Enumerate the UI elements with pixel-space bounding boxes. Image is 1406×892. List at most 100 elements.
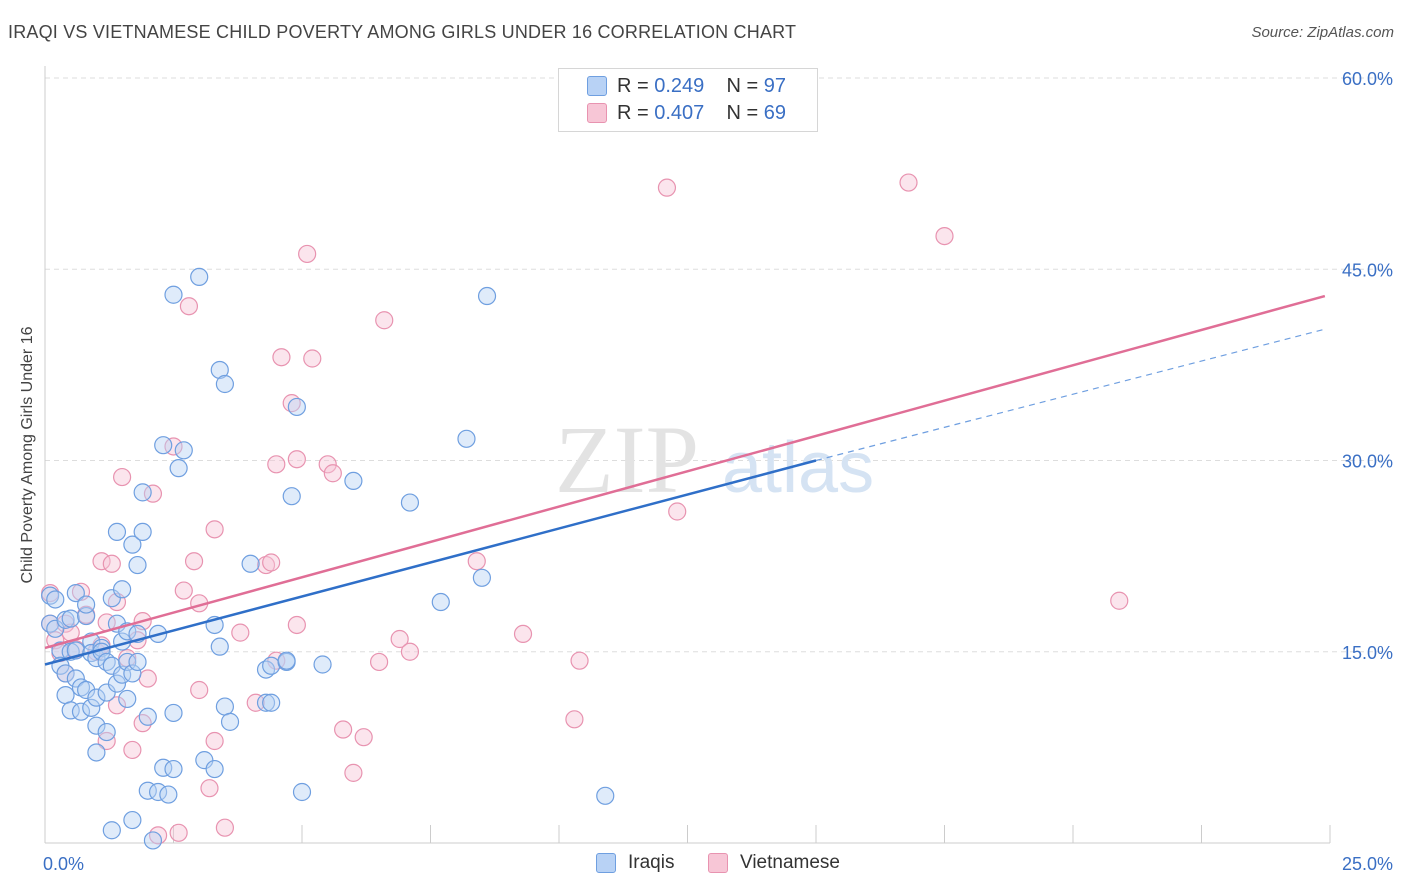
- iraqis-point: [87, 743, 106, 762]
- iraqis-point: [46, 590, 65, 609]
- iraqis-point: [102, 589, 121, 608]
- vietnamese-point: [184, 552, 204, 571]
- iraqis-point: [123, 535, 142, 554]
- vietnamese-point: [205, 731, 224, 751]
- vietnamese-point: [179, 297, 199, 316]
- iraqis-point: [169, 459, 188, 478]
- iraqis-point: [143, 831, 163, 850]
- vietnamese-point: [231, 623, 250, 642]
- iraqis-point: [41, 614, 60, 633]
- iraqis-point: [174, 441, 193, 460]
- vietnamese-point: [1110, 591, 1129, 610]
- vietnamese-point: [246, 693, 265, 712]
- n-label: N =: [726, 101, 759, 124]
- vietnamese-point: [123, 740, 142, 760]
- chart-title: IRAQI VS VIETNAMESE CHILD POVERTY AMONG …: [8, 22, 797, 42]
- n-value-vietnamese: 69: [763, 101, 787, 124]
- vietnamese-point: [570, 651, 589, 670]
- vietnamese-point: [267, 455, 286, 474]
- iraqis-legend-swatch: [596, 853, 616, 873]
- vietnamese-point: [370, 652, 389, 672]
- iraqis-point: [56, 685, 75, 705]
- r-label: R =: [617, 101, 649, 124]
- vietnamese-point: [112, 467, 132, 487]
- vietnamese-point: [148, 826, 168, 845]
- vietnamese-legend-swatch: [708, 853, 728, 873]
- vietnamese-point: [935, 227, 954, 246]
- vietnamese-point: [200, 779, 219, 798]
- vietnamese-point: [262, 553, 281, 572]
- iraqis-point: [71, 678, 91, 697]
- iraqis-point: [287, 397, 306, 417]
- iraqis-point: [164, 759, 183, 779]
- iraqis-point: [97, 722, 116, 742]
- iraqis-points: [41, 267, 615, 850]
- vietnamese-point: [513, 624, 533, 644]
- vietnamese-trend-line: [44, 294, 1326, 650]
- vietnamese-point: [375, 311, 394, 330]
- series-legend: Iraqis Vietnamese: [0, 852, 1406, 878]
- r-value-iraqis: 0.249: [654, 74, 705, 97]
- vietnamese-points: [41, 173, 1129, 845]
- iraqis-point: [195, 751, 214, 770]
- iraqis-point: [123, 810, 142, 830]
- iraqis-point: [596, 786, 615, 805]
- iraqis-point: [159, 785, 178, 804]
- vietnamese-point: [56, 614, 75, 633]
- iraqis-point: [457, 429, 476, 448]
- vietnamese-point: [467, 552, 486, 571]
- iraqis-point: [46, 619, 65, 638]
- iraqis-point: [210, 360, 229, 380]
- vietnamese-point: [565, 710, 584, 729]
- vietnamese-point: [657, 178, 677, 197]
- vietnamese-point: [272, 348, 291, 367]
- vietnamese-point: [303, 349, 322, 368]
- legend-item-vietnamese[interactable]: Vietnamese: [708, 852, 840, 874]
- vietnamese-point: [215, 818, 234, 837]
- y-tick-label: 15.0%: [1342, 643, 1393, 663]
- iraqis-point: [154, 436, 173, 455]
- iraqis-point: [220, 712, 240, 731]
- iraqis-point: [313, 655, 332, 674]
- iraqis-point: [256, 693, 276, 712]
- vietnamese-point: [344, 763, 363, 782]
- vietnamese-point: [287, 450, 306, 469]
- iraqis-trend-line: [44, 459, 817, 666]
- vietnamese-swatch: [587, 103, 607, 123]
- vietnamese-point: [190, 680, 209, 700]
- x-tick-label: 0.0%: [43, 854, 84, 874]
- iraqis-point: [102, 821, 121, 840]
- iraqis-point: [66, 669, 85, 688]
- iraqis-point: [262, 693, 281, 712]
- vietnamese-point: [174, 581, 193, 600]
- iraqis-point: [431, 592, 450, 612]
- legend-item-iraqis[interactable]: Iraqis: [596, 852, 674, 874]
- iraqis-point: [77, 680, 96, 700]
- legend-row-vietnamese: R = 0.407 N = 69: [587, 100, 786, 126]
- iraqis-point: [61, 609, 80, 628]
- iraqis-point: [118, 689, 137, 709]
- y-tick-label: 60.0%: [1342, 69, 1393, 89]
- iraqis-point: [277, 651, 296, 670]
- vietnamese-point: [107, 696, 127, 715]
- trend-lines: [44, 294, 1326, 666]
- vietnamese-point: [668, 502, 687, 521]
- iraqis-point: [282, 487, 301, 506]
- iraqis-point: [97, 683, 116, 702]
- x-tick-label: 25.0%: [1342, 854, 1393, 874]
- n-value-iraqis: 97: [763, 74, 787, 97]
- vietnamese-point: [899, 173, 918, 192]
- vietnamese-point: [298, 244, 317, 264]
- iraqis-point: [210, 637, 229, 656]
- iraqis-point: [133, 522, 152, 542]
- vietnamese-point: [334, 720, 353, 739]
- iraqis-point: [344, 471, 363, 490]
- vietnamese-point: [400, 642, 420, 661]
- iraqis-point: [241, 554, 260, 573]
- iraqis-point: [164, 703, 183, 723]
- iraqis-point: [82, 698, 101, 717]
- iraqis-point: [262, 656, 281, 675]
- iraqis-point: [400, 493, 420, 512]
- iraqis-point: [107, 674, 127, 693]
